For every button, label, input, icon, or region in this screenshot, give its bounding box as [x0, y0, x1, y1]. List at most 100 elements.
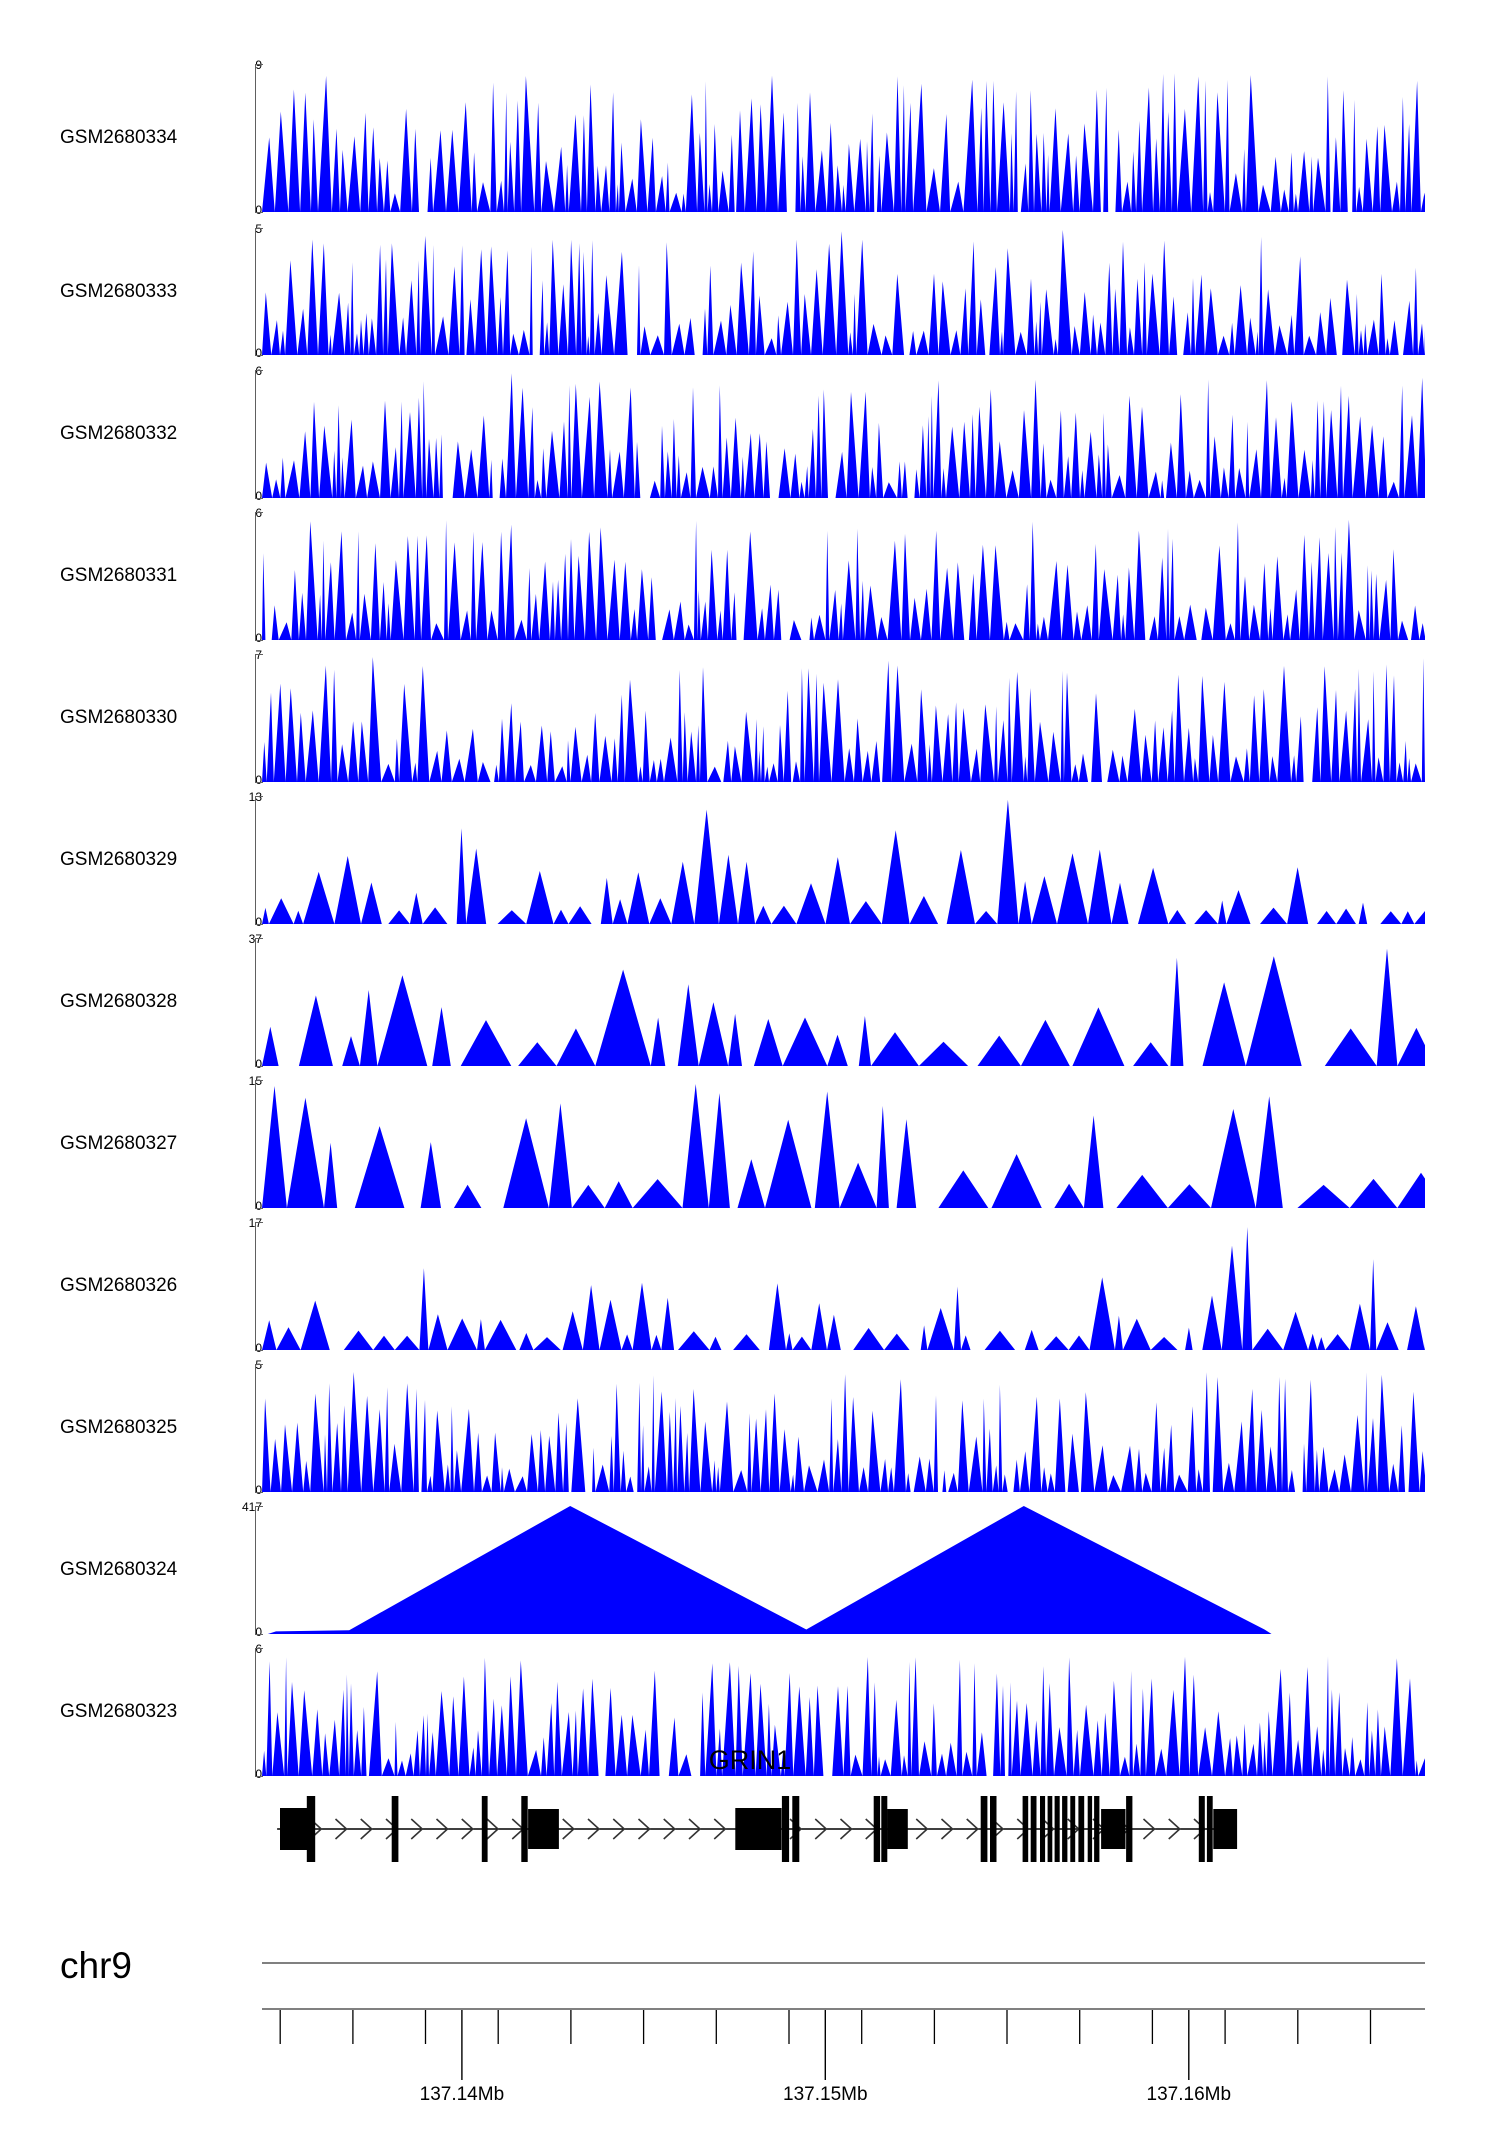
axis-max-label: 5 — [255, 1358, 262, 1372]
ruler-coordinate-label: 137.15Mb — [783, 2084, 868, 2105]
coverage-plot-area[interactable] — [262, 64, 1425, 212]
axis-vertical-rule — [255, 796, 263, 924]
gene-exon — [1054, 1796, 1060, 1862]
axis-tick-bottom — [255, 640, 263, 641]
coverage-plot-area[interactable] — [262, 1080, 1425, 1208]
coverage-plot-area[interactable] — [262, 228, 1425, 355]
coverage-track[interactable]: GSM2680330 7 0 — [0, 649, 1500, 786]
strand-arrow-icon — [486, 1818, 500, 1840]
strand-arrow-icon — [1193, 1818, 1207, 1840]
genome-coordinate-ruler[interactable]: 137.14Mb 137.15Mb 137.16Mb — [262, 2008, 1425, 2128]
gene-exon — [792, 1796, 800, 1862]
coverage-track[interactable]: GSM2680332 6 0 — [0, 365, 1500, 502]
coverage-track[interactable]: GSM2680334 9 0 — [0, 59, 1500, 216]
axis-max-label: 6 — [255, 506, 262, 520]
axis-vertical-rule — [255, 370, 263, 498]
axis-min-label: 0 — [255, 1341, 262, 1355]
gene-exon — [1078, 1796, 1085, 1862]
axis-tick-bottom — [255, 212, 263, 213]
track-sample-label: GSM2680327 — [60, 1133, 178, 1154]
ruler-coordinate-label: 137.14Mb — [419, 2084, 505, 2105]
gene-model-drawing[interactable] — [262, 1783, 1425, 1873]
axis-min-label: 0 — [255, 1199, 262, 1213]
coverage-plot-area[interactable] — [262, 370, 1425, 498]
gene-annotation-track[interactable]: GRIN1 — [0, 1745, 1500, 1875]
axis-vertical-rule — [255, 228, 263, 355]
chromosome-label: chr9 — [60, 1945, 132, 1986]
axis-vertical-rule — [255, 512, 263, 640]
gene-exon — [1070, 1796, 1076, 1862]
coverage-plot-area[interactable] — [262, 938, 1425, 1066]
axis-max-label: 6 — [255, 1642, 262, 1656]
axis-min-label: 0 — [255, 203, 262, 217]
track-sample-label: GSM2680334 — [60, 127, 178, 148]
coverage-track[interactable]: GSM2680331 6 0 — [0, 507, 1500, 644]
ruler-coordinate-label: 137.16Mb — [1146, 2084, 1232, 2105]
axis-tick-bottom — [255, 782, 263, 783]
strand-arrow-icon — [435, 1818, 449, 1840]
coverage-track[interactable]: GSM2680328 37 0 — [0, 933, 1500, 1070]
strand-arrow-icon — [587, 1818, 601, 1840]
gene-exon — [881, 1796, 888, 1862]
gene-exon — [306, 1796, 316, 1862]
gene-exon — [781, 1796, 790, 1862]
strand-arrow-icon — [1142, 1818, 1156, 1840]
coverage-track[interactable]: GSM2680333 5 0 — [0, 223, 1500, 359]
coverage-plot-area[interactable] — [262, 654, 1425, 782]
coverage-track[interactable]: GSM2680324 417 0 — [0, 1501, 1500, 1638]
axis-vertical-rule — [255, 64, 263, 212]
axis-vertical-rule — [255, 1648, 263, 1776]
axis-tick-top — [255, 1506, 263, 1507]
axis-tick-bottom — [255, 355, 263, 356]
gene-exon — [280, 1808, 308, 1850]
axis-max-label: 5 — [255, 222, 262, 236]
gene-exon — [735, 1808, 782, 1850]
coverage-plot-area[interactable] — [262, 1506, 1425, 1634]
strand-arrow-icon — [360, 1818, 373, 1840]
axis-vertical-rule — [255, 654, 263, 782]
axis-tick-bottom — [255, 1776, 263, 1777]
axis-tick-bottom — [255, 1350, 263, 1351]
axis-tick-bottom — [255, 1208, 263, 1209]
coverage-plot-area[interactable] — [262, 1222, 1425, 1350]
gene-exon — [1047, 1796, 1053, 1862]
axis-vertical-rule — [255, 1506, 263, 1634]
gene-exon — [990, 1796, 997, 1862]
axis-min-label: 0 — [255, 1767, 262, 1781]
coverage-plot-area[interactable] — [262, 1364, 1425, 1492]
axis-max-label: 417 — [241, 1500, 262, 1514]
axis-max-label: 7 — [255, 648, 262, 662]
ideogram-line — [262, 1962, 1425, 1964]
axis-tick-top — [255, 796, 263, 797]
axis-tick-bottom — [255, 1634, 263, 1635]
gene-exon — [481, 1796, 488, 1862]
coverage-plot-area[interactable] — [262, 1648, 1425, 1776]
axis-vertical-rule — [255, 1364, 263, 1492]
axis-tick-bottom — [255, 1492, 263, 1493]
axis-tick-top — [255, 654, 263, 655]
axis-tick-top — [255, 64, 263, 65]
gene-exon — [1101, 1809, 1126, 1849]
coverage-track[interactable]: GSM2680327 15 0 — [0, 1075, 1500, 1212]
gene-exon — [1087, 1796, 1093, 1862]
axis-tick-top — [255, 1080, 263, 1081]
axis-min-label: 0 — [255, 346, 262, 360]
coverage-plot-area[interactable] — [262, 796, 1425, 924]
coverage-track[interactable]: GSM2680323 6 0 — [0, 1643, 1500, 1780]
axis-min-label: 0 — [255, 915, 262, 929]
coverage-track[interactable]: GSM2680325 5 0 — [0, 1359, 1500, 1496]
axis-tick-bottom — [255, 498, 263, 499]
gene-exon — [887, 1809, 908, 1849]
coverage-plot-area[interactable] — [262, 512, 1425, 640]
axis-tick-top — [255, 512, 263, 513]
strand-arrow-icon — [562, 1818, 575, 1840]
coverage-track[interactable]: GSM2680329 13 0 — [0, 791, 1500, 928]
coverage-track[interactable]: GSM2680326 17 0 — [0, 1217, 1500, 1354]
gene-exon — [391, 1796, 399, 1862]
strand-arrow-icon — [1041, 1818, 1055, 1840]
strand-arrow-icon — [637, 1818, 651, 1840]
axis-min-label: 0 — [255, 631, 262, 645]
axis-tick-bottom — [255, 924, 263, 925]
axis-tick-top — [255, 228, 263, 229]
strand-arrow-icon — [688, 1818, 702, 1840]
